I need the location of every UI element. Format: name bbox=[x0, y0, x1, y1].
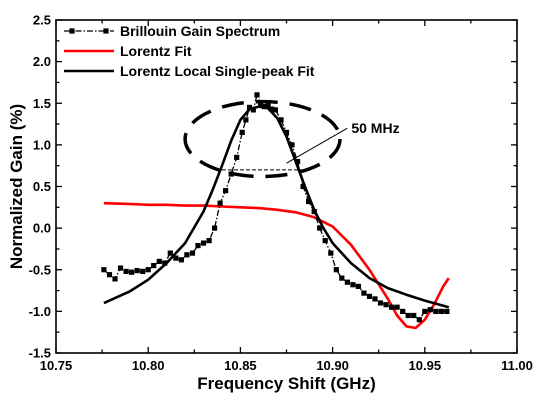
data-point bbox=[167, 250, 173, 256]
y-tick-label: -1.0 bbox=[29, 304, 51, 319]
y-tick-label: -1.5 bbox=[29, 346, 51, 361]
x-tick-label: 10.95 bbox=[409, 358, 442, 373]
legend-marker bbox=[103, 28, 109, 34]
data-point bbox=[206, 238, 212, 244]
data-point bbox=[123, 268, 129, 274]
data-point bbox=[355, 283, 361, 289]
data-point bbox=[269, 106, 275, 112]
y-tick-label: 0.0 bbox=[33, 221, 51, 236]
data-point bbox=[350, 282, 356, 288]
data-point bbox=[250, 107, 256, 113]
data-point bbox=[344, 279, 350, 285]
data-point bbox=[101, 267, 107, 273]
data-point bbox=[444, 308, 450, 314]
data-point bbox=[140, 268, 146, 274]
data-point bbox=[416, 317, 422, 323]
data-point bbox=[317, 225, 323, 231]
data-point bbox=[295, 158, 301, 165]
data-point bbox=[217, 200, 223, 206]
legend-label-0: Brillouin Gain Spectrum bbox=[120, 23, 280, 39]
data-point bbox=[422, 308, 428, 314]
dashed-ellipse bbox=[183, 99, 342, 179]
y-tick-label: 0.5 bbox=[33, 179, 51, 194]
data-point bbox=[145, 267, 151, 273]
data-point bbox=[405, 312, 411, 319]
data-point bbox=[184, 252, 190, 258]
width-label: 50 MHz bbox=[351, 120, 399, 136]
data-point bbox=[239, 129, 245, 135]
data-point bbox=[106, 272, 113, 278]
data-point bbox=[178, 257, 184, 263]
data-point bbox=[243, 117, 249, 123]
data-point bbox=[156, 258, 162, 264]
x-axis-title: Frequency Shift (GHz) bbox=[197, 374, 376, 393]
data-point bbox=[389, 304, 395, 310]
data-point bbox=[339, 275, 345, 281]
data-point bbox=[117, 265, 124, 271]
data-point bbox=[228, 171, 234, 177]
data-point bbox=[272, 107, 278, 113]
data-point bbox=[134, 268, 140, 274]
data-point bbox=[283, 129, 290, 135]
data-point bbox=[366, 293, 373, 299]
data-point bbox=[438, 308, 444, 314]
y-tick-label: 2.0 bbox=[33, 54, 51, 69]
x-tick-label: 10.80 bbox=[132, 358, 165, 373]
data-point bbox=[377, 300, 384, 306]
data-point bbox=[129, 269, 135, 275]
data-point bbox=[112, 276, 118, 282]
data-point bbox=[258, 102, 264, 108]
data-point bbox=[278, 117, 284, 123]
y-axis-title: Normalized Gain (%) bbox=[7, 104, 26, 269]
data-point bbox=[322, 238, 328, 244]
data-point bbox=[427, 307, 433, 313]
data-point bbox=[383, 302, 389, 308]
data-point bbox=[433, 308, 439, 314]
x-tick-label: 10.85 bbox=[224, 358, 257, 373]
data-point bbox=[311, 208, 317, 215]
data-point bbox=[361, 290, 367, 296]
data-point bbox=[173, 255, 179, 261]
data-point bbox=[162, 260, 168, 266]
data-point bbox=[195, 243, 201, 249]
series-line-2 bbox=[103, 105, 450, 309]
x-tick-label: 10.90 bbox=[316, 358, 349, 373]
data-point bbox=[212, 225, 218, 231]
data-point bbox=[234, 154, 240, 160]
legend-marker bbox=[69, 28, 75, 34]
data-point bbox=[306, 198, 312, 205]
data-point bbox=[300, 183, 306, 190]
series-line-1 bbox=[103, 201, 450, 330]
data-point bbox=[254, 92, 260, 98]
y-tick-label: 1.0 bbox=[33, 137, 51, 152]
data-point bbox=[247, 104, 253, 110]
data-point bbox=[223, 188, 229, 194]
data-point bbox=[289, 142, 295, 148]
data-point bbox=[372, 296, 378, 302]
y-tick-label: 2.5 bbox=[33, 13, 51, 28]
data-point bbox=[400, 308, 406, 314]
data-point bbox=[328, 250, 334, 256]
legend-label-1: Lorentz Fit bbox=[120, 43, 192, 59]
data-point bbox=[333, 267, 339, 273]
pointer-line bbox=[286, 127, 348, 164]
y-tick-label: 1.5 bbox=[33, 96, 51, 111]
data-point bbox=[151, 263, 157, 269]
data-point bbox=[265, 103, 271, 109]
y-tick-label: -0.5 bbox=[29, 262, 51, 277]
x-tick-label: 10.75 bbox=[40, 358, 73, 373]
data-point bbox=[394, 304, 400, 310]
data-point bbox=[200, 240, 207, 246]
data-point bbox=[189, 250, 196, 256]
x-tick-label: 11.00 bbox=[501, 358, 533, 373]
data-point bbox=[411, 312, 417, 319]
legend-label-2: Lorentz Local Single-peak Fit bbox=[120, 63, 315, 79]
data-point bbox=[261, 104, 267, 110]
